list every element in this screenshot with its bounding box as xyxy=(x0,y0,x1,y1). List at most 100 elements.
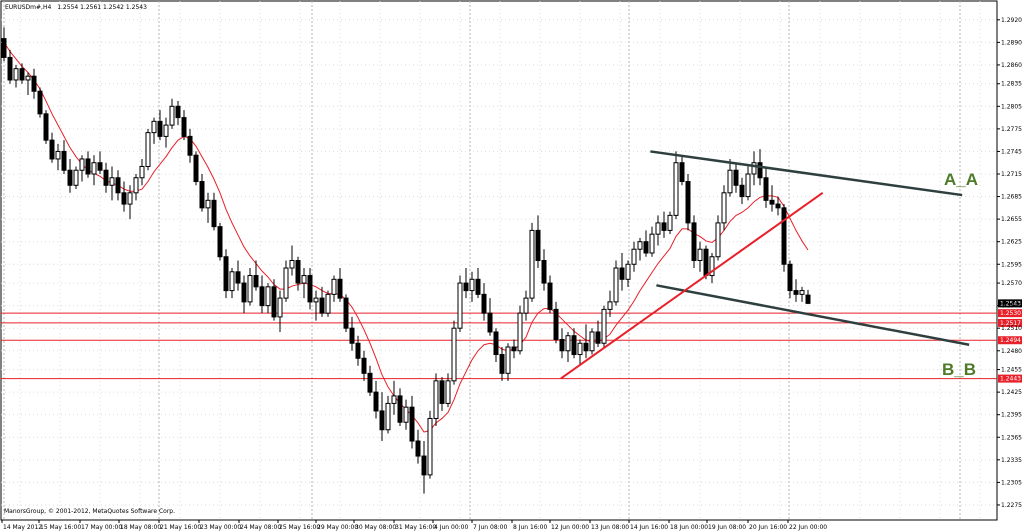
candle xyxy=(241,275,247,314)
candle xyxy=(115,170,121,201)
candle-body xyxy=(91,162,97,175)
candle xyxy=(127,185,133,220)
candle-body xyxy=(421,455,427,476)
candle xyxy=(7,49,13,84)
candle xyxy=(37,87,43,118)
candle-body xyxy=(475,278,481,295)
x-tick-label: 15 May 16:00 xyxy=(40,524,81,531)
chart-border xyxy=(0,0,998,521)
candle-body xyxy=(781,207,787,265)
candle-body xyxy=(187,135,193,156)
y-tick-label: 1.2395 xyxy=(1001,412,1022,419)
candle-body xyxy=(607,301,613,310)
candle xyxy=(445,373,451,408)
candle xyxy=(487,298,493,336)
candle xyxy=(601,305,607,347)
candle xyxy=(181,110,187,141)
candle-body xyxy=(697,248,703,262)
candle-body xyxy=(379,410,385,431)
y-tick-label: 1.2540 xyxy=(1001,303,1022,310)
price-axis: 1.2920 1.2890 1.2860 1.2835 1.2805 1.2775 1.27… xyxy=(997,17,1022,509)
candle-body xyxy=(295,260,301,284)
candle-body xyxy=(259,286,265,307)
candle-body xyxy=(739,184,745,198)
candle-body xyxy=(373,391,379,412)
candle-body xyxy=(481,293,487,314)
x-tick-label: 30 May 08:00 xyxy=(355,524,396,531)
y-tick-label: 1.2835 xyxy=(1001,81,1022,88)
trend-line-support xyxy=(560,191,824,380)
candle xyxy=(667,211,673,235)
x-tick-label: 13 Jun 08:00 xyxy=(591,524,629,531)
candle-body xyxy=(769,199,775,205)
candle-body xyxy=(583,342,589,352)
candle-body xyxy=(151,120,157,134)
candle-body xyxy=(439,380,445,404)
candle-body xyxy=(685,181,691,224)
candle-body xyxy=(367,372,373,393)
candle xyxy=(49,132,55,163)
x-tick-label: 23 May 00:00 xyxy=(200,524,241,531)
candle xyxy=(787,260,793,299)
candle-body xyxy=(745,173,751,198)
candle-body xyxy=(85,158,91,175)
candle-body xyxy=(799,290,805,295)
candle-body xyxy=(223,256,229,292)
candle-body xyxy=(595,331,601,344)
level-label: 1.2517 xyxy=(1000,320,1021,327)
candle-body xyxy=(649,233,655,254)
candle xyxy=(169,98,175,129)
candle-body xyxy=(283,267,289,299)
candle xyxy=(433,373,439,426)
y-tick-label: 1.2305 xyxy=(1001,479,1022,486)
y-tick-label: 1.2805 xyxy=(1001,103,1022,110)
candle xyxy=(265,283,271,314)
candle xyxy=(571,328,577,359)
x-tick-label: 29 May 00:00 xyxy=(317,524,358,531)
y-tick-label: 1.2570 xyxy=(1001,280,1022,287)
candle xyxy=(547,275,553,314)
candle-body xyxy=(655,222,661,235)
candle xyxy=(157,110,163,141)
candle-body xyxy=(721,192,727,224)
candle-body xyxy=(109,177,115,186)
candle xyxy=(373,380,379,419)
candle xyxy=(187,128,193,163)
candle xyxy=(799,286,805,302)
candle xyxy=(721,185,727,231)
candle-body xyxy=(337,278,343,299)
candle xyxy=(649,226,655,257)
candle-body xyxy=(757,162,763,179)
candle xyxy=(673,151,679,220)
candle xyxy=(55,143,61,171)
candle-body xyxy=(793,290,799,295)
candle-body xyxy=(691,222,697,262)
candle xyxy=(151,117,157,144)
x-tick-label: 22 Jun 00:00 xyxy=(789,524,827,531)
candle xyxy=(109,166,115,201)
trend-line-channel-lower xyxy=(656,284,970,346)
x-tick-label: 24 May 08:00 xyxy=(240,524,281,531)
candle-body xyxy=(13,68,19,81)
candle xyxy=(523,290,529,321)
candle xyxy=(475,268,481,299)
candle xyxy=(553,301,559,344)
candle xyxy=(223,249,229,299)
candle xyxy=(259,275,265,314)
candle xyxy=(505,343,511,381)
y-tick-label: 1.2920 xyxy=(1001,17,1022,24)
candle xyxy=(727,158,733,197)
candle-body xyxy=(271,286,277,318)
candle-body xyxy=(37,90,43,115)
candle xyxy=(769,185,775,212)
candle-body xyxy=(709,256,715,277)
copyright-text: ManorsGroup, © 2001-2012, MetaQuotes Sof… xyxy=(4,508,175,515)
candle-body xyxy=(679,162,685,183)
level-label-bg xyxy=(998,374,1022,383)
candle-body xyxy=(415,440,421,457)
candle-body xyxy=(289,260,295,269)
y-tick-label: 1.2365 xyxy=(1001,434,1022,441)
candle xyxy=(205,192,211,223)
